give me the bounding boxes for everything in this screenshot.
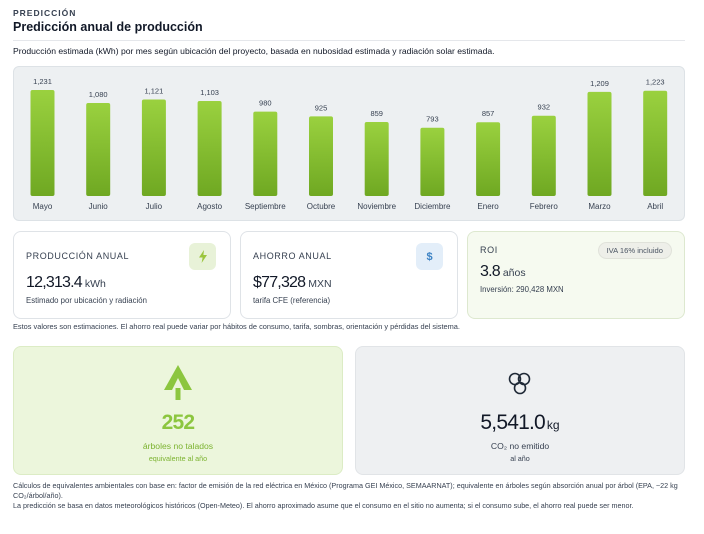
footnote-prediction: La predicción se basa en datos meteoroló… (13, 501, 634, 510)
x-tick-label: Julio (146, 202, 163, 211)
annual-production-card: PRODUCCIÓN ANUAL 12,313.4 kWh Estimado po… (13, 231, 231, 319)
bar-julio (141, 99, 166, 196)
co2-label: CO₂ no emitido (490, 441, 550, 451)
x-tick-label: Febrero (530, 202, 559, 211)
annual-savings-value: $77,328 MXN (253, 274, 332, 292)
annual-savings-note: tarifa CFE (referencia) (253, 296, 331, 305)
lightning-icon-badge (189, 243, 216, 270)
annual-production-number: 12,313.4 (26, 274, 83, 291)
bar-octubre (309, 116, 333, 196)
bar-agosto (197, 101, 222, 196)
x-tick-label: Enero (477, 202, 499, 211)
co2-unit: kg (546, 418, 560, 432)
lightning-icon (198, 250, 207, 263)
x-tick-label: Diciembre (414, 202, 451, 211)
roi-card: ROI IVA 16% incluido 3.8 años Inversión: … (467, 231, 685, 319)
chart-subtitle: Producción estimada (kWh) por mes según … (13, 46, 495, 56)
bar-value-label: 1,223 (646, 78, 665, 87)
co2-number: 5,541.0 (480, 411, 545, 434)
section-label: PREDICCIÓN (13, 8, 77, 18)
bar-value-label: 1,121 (145, 86, 164, 95)
page-title: Predicción anual de producción (13, 20, 203, 34)
bar-noviembre (364, 122, 389, 196)
production-chart: 1,231 Mayo 1,080 Junio 1,121 Julio 1,103 Agosto… (13, 66, 685, 221)
x-tick-label: Noviembre (357, 202, 396, 211)
roi-investment-note: Inversión: 290,428 MXN (480, 285, 564, 294)
bar-marzo (587, 91, 612, 196)
x-tick-label: Septiembre (245, 202, 286, 211)
x-tick-label: Agosto (197, 202, 222, 211)
annual-production-label: PRODUCCIÓN ANUAL (26, 251, 130, 261)
co2-value: 5,541.0 kg (356, 411, 684, 435)
annual-production-unit: kWh (84, 278, 106, 290)
annual-savings-number: $77,328 (253, 274, 306, 291)
tree-icon (164, 365, 192, 400)
annual-savings-label: AHORRO ANUAL (253, 251, 332, 261)
roi-unit: años (502, 267, 526, 279)
x-tick-label: Mayo (33, 202, 53, 211)
annual-production-value: 12,313.4 kWh (26, 274, 106, 292)
bar-septiembre (253, 111, 278, 196)
trees-value: 252 (161, 411, 195, 434)
bar-value-label: 925 (315, 103, 328, 112)
bar-value-label: 1,080 (89, 90, 108, 99)
footnote-environment: Cálculos de equivalentes ambientales con… (13, 481, 678, 500)
bar-value-label: 793 (426, 115, 439, 124)
co2-card: 5,541.0 kg CO₂ no emitido al año (355, 346, 685, 475)
molecule-icon (508, 372, 531, 395)
bar-mayo (30, 90, 55, 196)
bar-abril (643, 90, 668, 196)
title-divider (13, 40, 685, 41)
bar-enero (476, 122, 501, 196)
bar-value-label: 857 (482, 109, 495, 118)
bar-value-label: 859 (370, 109, 383, 118)
bar-junio (86, 103, 111, 196)
bar-value-label: 1,103 (200, 88, 219, 97)
iva-badge: IVA 16% incluido (597, 242, 672, 259)
bar-diciembre (420, 127, 445, 196)
trees-card: 252 árboles no talados equivalente al añ… (13, 346, 343, 475)
x-tick-label: Junio (89, 202, 109, 211)
annual-savings-card: AHORRO ANUAL $ $77,328 MXN tarifa CFE (re… (240, 231, 458, 319)
production-chart-svg: 1,231 Mayo 1,080 Junio 1,121 Julio 1,103 Agosto… (30, 77, 668, 211)
annual-production-note: Estimado por ubicación y radiación (26, 296, 147, 305)
estimate-disclaimer: Estos valores son estimaciones. El ahorr… (13, 322, 460, 331)
annual-savings-unit: MXN (308, 278, 332, 290)
bar-value-label: 932 (538, 103, 551, 112)
dollar-icon: $ (426, 250, 433, 263)
dollar-icon-badge: $ (416, 243, 443, 270)
trees-sub: equivalente al año (148, 454, 208, 463)
x-tick-label: Octubre (307, 202, 336, 211)
bar-value-label: 1,209 (590, 79, 609, 88)
roi-value: 3.8 años (480, 263, 526, 281)
co2-sub: al año (510, 454, 530, 463)
trees-label: árboles no talados (142, 441, 214, 451)
roi-number: 3.8 (480, 263, 501, 280)
bar-value-label: 980 (259, 99, 272, 108)
x-tick-label: Abril (647, 202, 663, 211)
roi-label: ROI (480, 245, 498, 255)
bar-febrero (531, 115, 556, 196)
bar-value-label: 1,231 (33, 77, 52, 86)
x-tick-label: Marzo (588, 202, 611, 211)
